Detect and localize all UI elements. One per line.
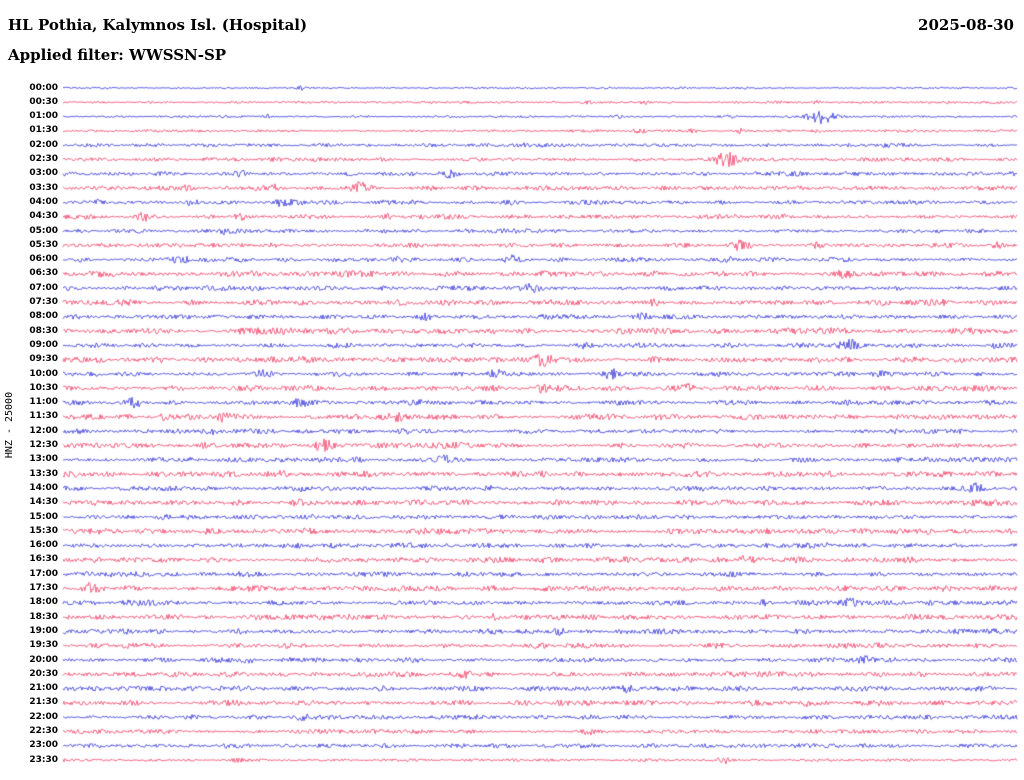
time-label: 00:00	[29, 82, 58, 93]
time-label: 15:30	[29, 525, 58, 536]
time-label: 11:00	[29, 397, 58, 408]
filter-label: Applied filter: WWSSN-SP	[8, 46, 227, 64]
time-label: 07:30	[29, 297, 58, 307]
time-label: 19:00	[29, 625, 58, 636]
time-label: 15:00	[29, 511, 58, 522]
time-label: 02:00	[29, 139, 58, 150]
time-label: 13:00	[29, 454, 58, 465]
time-label: 16:00	[29, 540, 58, 551]
time-label: 19:30	[29, 640, 58, 651]
time-label: 09:00	[29, 339, 58, 350]
station-title: HL Pothia, Kalymnos Isl. (Hospital)	[8, 16, 308, 34]
time-label: 17:30	[29, 583, 58, 593]
time-label: 03:00	[29, 168, 58, 179]
time-label: 22:00	[29, 711, 58, 722]
time-label: 06:00	[29, 254, 58, 265]
time-label: 18:00	[29, 597, 58, 608]
time-label: 00:30	[29, 96, 58, 107]
time-label: 13:30	[29, 468, 58, 479]
time-label: 20:30	[29, 668, 58, 679]
time-label: 09:30	[29, 354, 58, 365]
time-label: 16:30	[29, 554, 58, 565]
time-label: 17:00	[29, 568, 58, 579]
time-label: 11:30	[29, 411, 58, 422]
time-label: 14:00	[29, 482, 58, 493]
time-label: 14:30	[29, 497, 58, 508]
time-label: 12:00	[29, 425, 58, 436]
time-label: 01:30	[29, 125, 58, 136]
time-label: 03:30	[29, 182, 58, 193]
time-label: 22:30	[29, 726, 58, 736]
time-label: 20:00	[29, 654, 58, 665]
time-label: 18:30	[29, 611, 58, 622]
time-label: 05:30	[29, 239, 58, 250]
record-date: 2025-08-30	[918, 16, 1014, 34]
time-label: 02:30	[29, 154, 58, 164]
time-label: 04:00	[29, 196, 58, 207]
time-label: 07:00	[29, 282, 58, 293]
time-label: 21:30	[29, 697, 58, 708]
time-label: 06:30	[29, 268, 58, 279]
time-label: 12:30	[29, 440, 58, 450]
time-label: 10:30	[29, 382, 58, 393]
time-label: 08:30	[29, 325, 58, 336]
time-label: 04:30	[29, 211, 58, 222]
time-label: 21:00	[29, 683, 58, 694]
time-label: 23:30	[29, 754, 58, 765]
time-label: 08:00	[29, 311, 58, 322]
time-label: 05:00	[29, 225, 58, 236]
time-label: 01:00	[29, 111, 58, 122]
time-label: 10:00	[29, 368, 58, 379]
time-label: 23:00	[29, 740, 58, 751]
